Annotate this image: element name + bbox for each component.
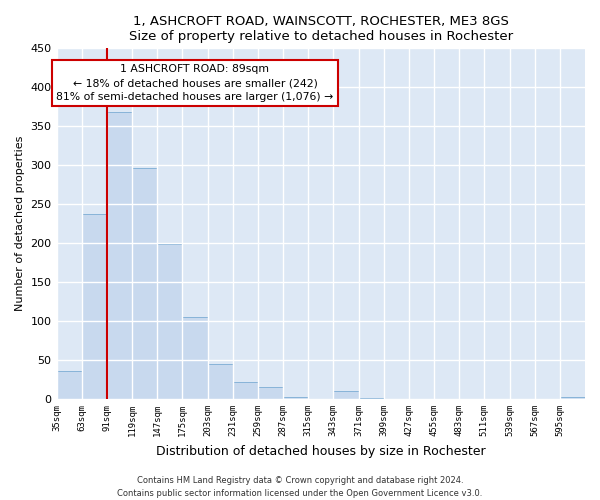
Text: Contains HM Land Registry data © Crown copyright and database right 2024.
Contai: Contains HM Land Registry data © Crown c… — [118, 476, 482, 498]
Bar — [157, 244, 182, 399]
Y-axis label: Number of detached properties: Number of detached properties — [15, 136, 25, 312]
Text: 1 ASHCROFT ROAD: 89sqm
← 18% of detached houses are smaller (242)
81% of semi-de: 1 ASHCROFT ROAD: 89sqm ← 18% of detached… — [56, 64, 334, 102]
Bar — [107, 112, 132, 399]
X-axis label: Distribution of detached houses by size in Rochester: Distribution of detached houses by size … — [156, 444, 485, 458]
Bar — [334, 392, 359, 399]
Bar — [359, 398, 383, 399]
Bar — [258, 388, 283, 399]
Bar — [560, 398, 585, 399]
Bar — [82, 214, 107, 399]
Bar — [56, 371, 82, 399]
Bar — [132, 168, 157, 399]
Bar — [208, 364, 233, 399]
Bar — [283, 396, 308, 399]
Bar — [182, 317, 208, 399]
Title: 1, ASHCROFT ROAD, WAINSCOTT, ROCHESTER, ME3 8GS
Size of property relative to det: 1, ASHCROFT ROAD, WAINSCOTT, ROCHESTER, … — [129, 15, 513, 43]
Bar — [233, 382, 258, 399]
